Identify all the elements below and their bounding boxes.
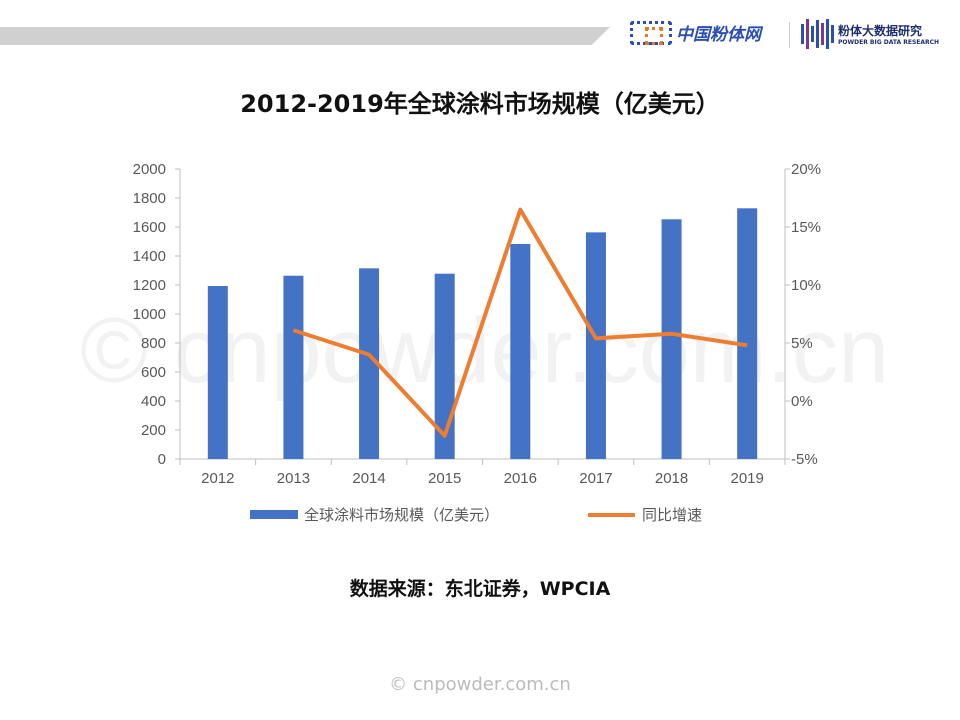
chart-title: 2012-2019年全球涂料市场规模（亿美元） [240, 90, 720, 118]
left-tick-label: 400 [141, 393, 166, 410]
powder-big-data-logo: 粉体大数据研究 POWDER BIG DATA RESEARCH [801, 18, 939, 50]
right-tick-label: 5% [791, 335, 813, 352]
x-tick-label: 2017 [579, 470, 612, 487]
left-tick-label: 1600 [133, 219, 166, 236]
bar [510, 243, 531, 459]
x-tick-label: 2019 [731, 470, 764, 487]
bar [585, 232, 606, 459]
bar [737, 208, 758, 459]
right-tick-label: 15% [791, 219, 821, 236]
x-tick-label: 2015 [428, 470, 461, 487]
logo2-cn-text: 粉体大数据研究 [838, 24, 923, 38]
left-tick-label: 200 [141, 422, 166, 439]
left-tick-label: 1400 [133, 248, 166, 265]
x-tick-label: 2018 [655, 470, 688, 487]
left-tick-label: 1200 [133, 277, 166, 294]
logo2-en-text: POWDER BIG DATA RESEARCH [838, 39, 940, 46]
left-tick-label: 600 [141, 364, 166, 381]
cnpowder-logo-text: 中国粉体网 [676, 25, 761, 45]
footer-copyright: © cnpowder.com.cn [389, 674, 571, 695]
cnpowder-logo-icon [630, 20, 672, 45]
legend-bar-label: 全球涂料市场规模（亿美元） [304, 506, 499, 524]
bar [359, 268, 380, 459]
bar [661, 219, 682, 459]
left-tick-label: 0 [158, 451, 166, 468]
left-tick-label: 800 [141, 335, 166, 352]
legend-bar-swatch [250, 510, 298, 519]
left-tick-label: 1000 [133, 306, 166, 323]
data-source: 数据来源：东北证券，WPCIA [349, 578, 611, 600]
x-tick-label: 2016 [504, 470, 537, 487]
bars-logo-icon [801, 18, 834, 50]
x-tick-label: 2012 [201, 470, 234, 487]
left-tick-label: 1800 [133, 190, 166, 207]
cnpowder-logo: 中国粉体网 [630, 20, 761, 45]
bar [434, 273, 455, 459]
x-tick-label: 2013 [277, 470, 310, 487]
bar [283, 275, 304, 459]
logo-divider [789, 22, 790, 48]
bar [207, 286, 228, 459]
right-tick-label: -5% [791, 451, 818, 468]
right-tick-label: 0% [791, 393, 813, 410]
right-tick-label: 10% [791, 277, 821, 294]
header-bar [0, 27, 610, 45]
x-tick-label: 2014 [352, 470, 385, 487]
left-tick-label: 2000 [133, 161, 166, 178]
legend-line-label: 同比增速 [642, 506, 702, 524]
right-tick-label: 20% [791, 161, 821, 178]
